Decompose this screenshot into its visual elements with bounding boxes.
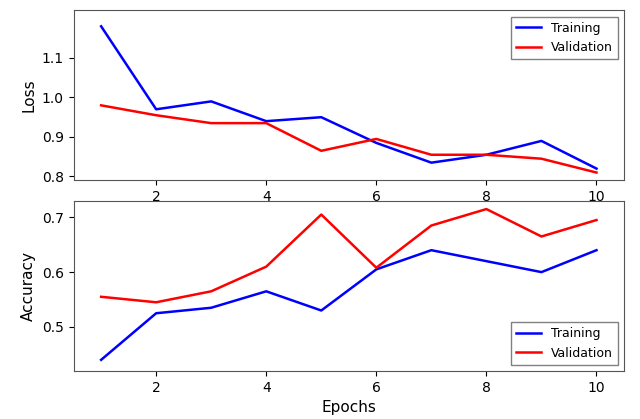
- Validation: [428, 223, 435, 228]
- Training: [593, 166, 600, 171]
- Training: [152, 311, 160, 316]
- Training: [97, 24, 105, 29]
- Training: [538, 138, 545, 143]
- Validation: [538, 234, 545, 239]
- Training: [262, 289, 270, 294]
- Validation: [483, 207, 490, 212]
- Training: [372, 140, 380, 145]
- Training: [317, 308, 325, 313]
- Validation: [428, 152, 435, 157]
- Training: [483, 259, 490, 264]
- Training: [317, 115, 325, 120]
- Y-axis label: Loss: Loss: [21, 79, 36, 112]
- Y-axis label: Accuracy: Accuracy: [21, 251, 36, 321]
- X-axis label: Epochs: Epochs: [321, 400, 376, 415]
- Validation: [593, 217, 600, 222]
- Training: [207, 99, 215, 104]
- Validation: [152, 300, 160, 305]
- Line: Validation: Validation: [101, 105, 596, 173]
- Validation: [372, 265, 380, 270]
- Training: [428, 160, 435, 165]
- Line: Validation: Validation: [101, 209, 596, 302]
- Validation: [262, 121, 270, 126]
- Validation: [262, 264, 270, 269]
- Training: [372, 267, 380, 272]
- Line: Training: Training: [101, 250, 596, 360]
- Validation: [538, 156, 545, 161]
- Training: [538, 269, 545, 274]
- Training: [593, 248, 600, 253]
- Validation: [372, 137, 380, 142]
- Line: Training: Training: [101, 26, 596, 168]
- Validation: [593, 170, 600, 175]
- Training: [207, 305, 215, 310]
- Validation: [207, 121, 215, 126]
- Legend: Training, Validation: Training, Validation: [511, 17, 618, 59]
- Training: [483, 152, 490, 157]
- Validation: [317, 212, 325, 217]
- Training: [262, 119, 270, 124]
- Training: [152, 107, 160, 112]
- Validation: [152, 113, 160, 118]
- Training: [97, 357, 105, 362]
- Validation: [483, 152, 490, 157]
- Validation: [97, 294, 105, 299]
- Legend: Training, Validation: Training, Validation: [511, 322, 618, 365]
- Validation: [317, 148, 325, 153]
- Validation: [97, 103, 105, 108]
- Training: [428, 248, 435, 253]
- Validation: [207, 289, 215, 294]
